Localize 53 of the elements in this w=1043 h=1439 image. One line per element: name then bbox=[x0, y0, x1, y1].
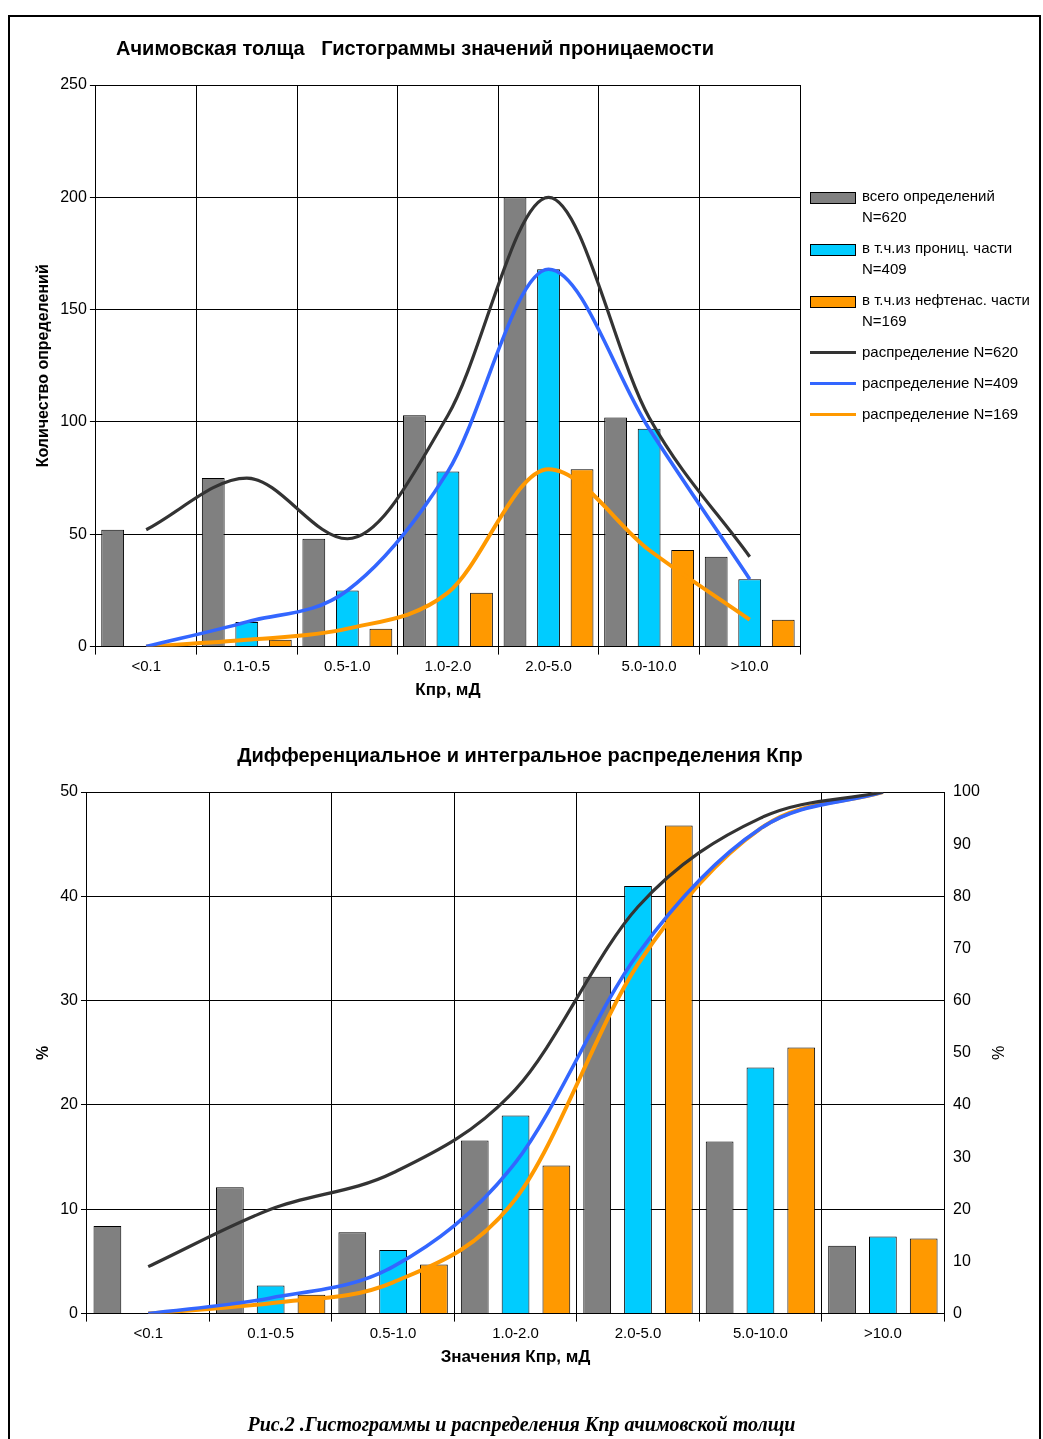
y2-tick-label: 60 bbox=[953, 991, 971, 1009]
x-tick-label: 2.0-5.0 bbox=[614, 1323, 662, 1341]
x-tick-label: <0.1 bbox=[133, 1323, 164, 1341]
x-tick-label: <0.1 bbox=[131, 656, 161, 674]
y2-tick-label: 40 bbox=[953, 1095, 971, 1113]
y2-axis-title: % bbox=[988, 1045, 1006, 1060]
text: Рис.2 .Гистограммы и распределения Кпр ачимовской толщи bbox=[246, 1413, 797, 1436]
y2-tick-label: 10 bbox=[953, 1251, 971, 1269]
legend-label: распределение N=169 bbox=[862, 404, 1019, 424]
y2-tick-label: 90 bbox=[953, 834, 971, 852]
y-tick-label: 10 bbox=[60, 1199, 79, 1217]
y-tick-label: 40 bbox=[60, 886, 79, 904]
x-axis-title: Значения Кпр, мД bbox=[440, 1347, 591, 1367]
y-tick-label: 100 bbox=[60, 412, 87, 430]
legend-label: в т.ч.из нефтенас. части N=169 bbox=[862, 290, 1031, 331]
x-tick-label: 0.5-1.0 bbox=[324, 656, 371, 674]
y2-tick-label: 80 bbox=[953, 886, 971, 904]
y-tick-label: 30 bbox=[60, 991, 79, 1009]
legend-label: распределение N=409 bbox=[862, 373, 1019, 393]
x-tick-label: 0.5-1.0 bbox=[369, 1323, 417, 1341]
y2-tick-label: 0 bbox=[953, 1304, 963, 1322]
y-axis-title: % bbox=[34, 1045, 52, 1060]
x-tick-label: 5.0-10.0 bbox=[621, 656, 677, 674]
y2-tick-label: 70 bbox=[953, 938, 971, 956]
x-tick-label: 1.0-2.0 bbox=[424, 656, 472, 674]
y-tick-label: 250 bbox=[60, 75, 87, 93]
chart-title: Ачимовская толща Гистограммы значений проницаемости bbox=[116, 36, 714, 59]
y-tick-label: 150 bbox=[60, 300, 87, 318]
x-tick-label: 5.0-10.0 bbox=[732, 1323, 788, 1341]
legend-label: распределение N=620 bbox=[862, 342, 1019, 362]
x-axis-title: Кпр, мД bbox=[415, 680, 481, 700]
line-series bbox=[144, 267, 752, 647]
legend-label: всего определений N=620 bbox=[862, 186, 996, 227]
y-axis-title: Количество определений bbox=[34, 264, 52, 468]
line-series bbox=[144, 195, 752, 559]
x-tick-label: 2.0-5.0 bbox=[525, 656, 572, 674]
y-tick-label: 200 bbox=[60, 187, 87, 205]
legend-label: в т.ч.из прониц. части N=409 bbox=[862, 238, 1014, 279]
chart-title: Дифференциальное и интегральное распределения Кпр bbox=[237, 743, 803, 766]
y2-tick-label: 30 bbox=[953, 1147, 971, 1165]
y2-tick-label: 50 bbox=[953, 1043, 971, 1061]
x-tick-label: >10.0 bbox=[730, 656, 769, 674]
x-tick-label: 0.1-0.5 bbox=[247, 1323, 295, 1341]
y-tick-label: 0 bbox=[69, 1304, 79, 1322]
y-tick-label: 50 bbox=[69, 524, 87, 542]
x-tick-label: >10.0 bbox=[863, 1323, 902, 1341]
y-tick-label: 20 bbox=[60, 1095, 79, 1113]
y2-tick-label: 100 bbox=[953, 782, 980, 800]
y-tick-label: 50 bbox=[60, 782, 79, 800]
y-tick-label: 0 bbox=[77, 637, 87, 655]
y2-tick-label: 20 bbox=[953, 1199, 971, 1217]
x-tick-label: 0.1-0.5 bbox=[223, 656, 271, 674]
x-tick-label: 1.0-2.0 bbox=[492, 1323, 539, 1341]
